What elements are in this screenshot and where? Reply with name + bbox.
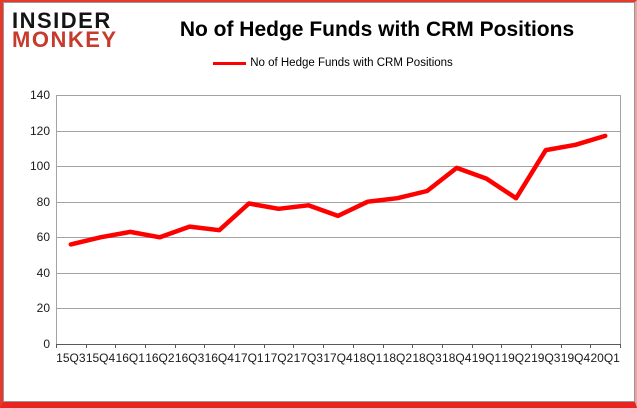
plot-area [56, 95, 620, 344]
x-axis-tick-2 [115, 344, 117, 348]
logo-text-insider: INSIDER [12, 8, 112, 33]
x-axis-label-17Q2: 17Q2 [263, 351, 294, 365]
legend: No of Hedge Funds with CRM Positions [153, 55, 513, 71]
x-axis-label-15Q3: 15Q3 [56, 351, 86, 365]
y-axis-label-80: 80 [36, 194, 50, 209]
x-axis-tick-5 [204, 344, 206, 348]
x-axis-tick-0 [56, 344, 57, 348]
gridline-140 [56, 95, 620, 96]
x-axis-label-18Q3: 18Q3 [412, 351, 442, 365]
x-axis-tick-16 [530, 344, 532, 348]
gridline-20 [56, 308, 620, 310]
logo-text-monkey: MONKEY [12, 27, 118, 53]
x-axis-tick-1 [85, 344, 87, 348]
x-axis-label-20Q1: 20Q1 [590, 351, 620, 365]
x-axis-tick-3 [145, 344, 147, 348]
x-axis-tick-7 [263, 344, 265, 348]
x-axis-label-19Q3: 19Q3 [531, 351, 561, 365]
x-axis-tick-19 [620, 344, 621, 348]
x-axis-label-18Q4: 18Q4 [442, 351, 472, 365]
x-axis-label-19Q2: 19Q2 [501, 351, 531, 365]
x-axis-tick-8 [293, 344, 295, 348]
y-axis-label-20: 20 [36, 301, 50, 316]
x-axis-tick-9 [323, 344, 325, 348]
x-axis-label-16Q1: 16Q1 [115, 351, 145, 365]
plot-right-border [620, 95, 621, 344]
gridline-0 [56, 344, 620, 345]
line-series-svg [68, 133, 608, 247]
chart-title: No of Hedge Funds with CRM Positions [179, 18, 575, 41]
x-axis-tick-12 [412, 344, 414, 348]
x-axis-label-17Q1: 17Q1 [234, 351, 264, 365]
x-axis-tick-4 [174, 344, 176, 348]
y-axis-label-60: 60 [36, 230, 50, 245]
x-axis-label-16Q3: 16Q3 [174, 351, 205, 365]
gridline-80 [56, 201, 620, 203]
x-axis-label-19Q1: 19Q1 [471, 351, 502, 365]
plot-left-border [56, 95, 57, 344]
x-axis-label-17Q4: 17Q4 [323, 351, 353, 365]
gridline-120 [56, 130, 620, 132]
x-axis-tick-14 [471, 344, 473, 348]
x-axis-label-16Q4: 16Q4 [204, 351, 234, 365]
y-axis-label-0: 0 [43, 337, 50, 351]
x-axis-tick-11 [382, 344, 384, 348]
x-axis-tick-13 [441, 344, 443, 348]
gridline-40 [56, 272, 620, 274]
y-axis-label-40: 40 [36, 265, 50, 280]
hedge-funds-series-line [68, 133, 608, 247]
gridline-100 [56, 166, 620, 168]
x-axis-tick-6 [234, 344, 236, 348]
gridline-60 [56, 237, 620, 239]
x-axis-label-18Q2: 18Q2 [382, 351, 413, 365]
y-axis-label-100: 100 [29, 159, 50, 174]
x-axis-label-18Q1: 18Q1 [352, 351, 383, 365]
x-axis-label-19Q4: 19Q4 [560, 351, 591, 365]
x-axis-label-16Q2: 16Q2 [145, 351, 175, 365]
y-axis-label-140: 140 [29, 88, 50, 102]
legend-label: No of Hedge Funds with CRM Positions [250, 57, 453, 69]
x-axis-tick-18 [590, 344, 592, 348]
legend-line-swatch [213, 61, 247, 65]
x-axis-tick-15 [501, 344, 503, 348]
x-axis-label-17Q3: 17Q3 [293, 351, 323, 365]
x-axis-tick-17 [560, 344, 562, 348]
insider-monkey-logo: INSIDER MONKEY [12, 8, 118, 53]
x-axis-label-15Q4: 15Q4 [85, 351, 116, 365]
x-axis-tick-10 [352, 344, 354, 348]
y-axis-label-120: 120 [29, 123, 50, 138]
